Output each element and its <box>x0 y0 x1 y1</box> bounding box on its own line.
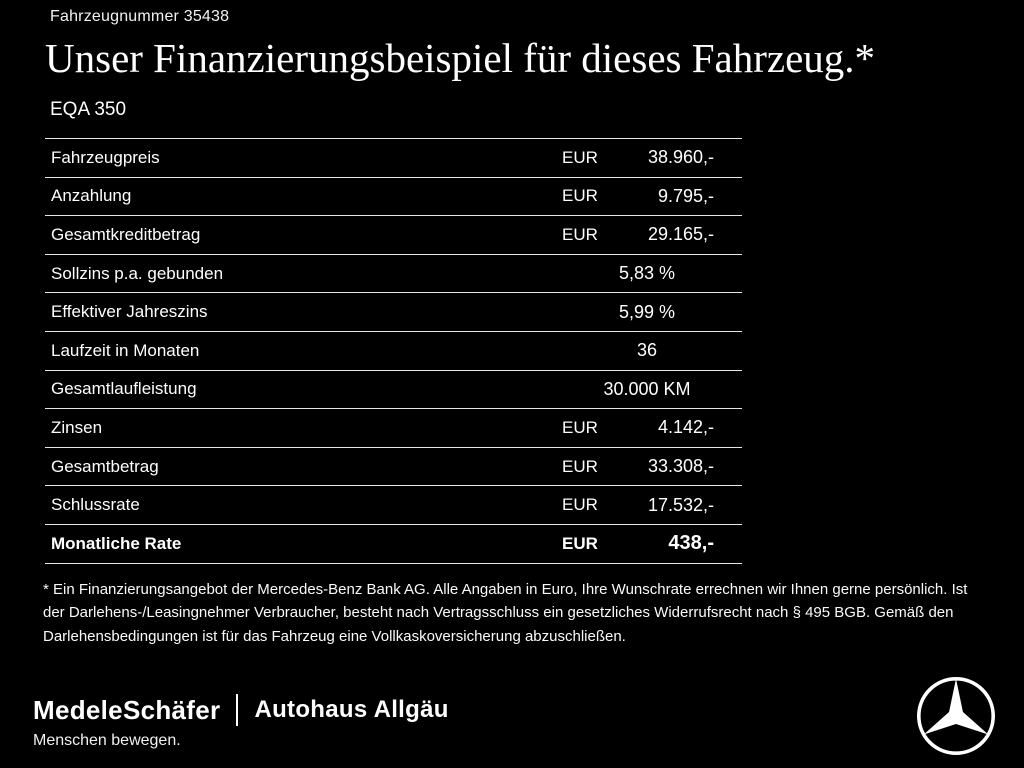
row-label: Monatliche Rate <box>51 533 182 553</box>
table-row: Schlussrate EUR 17.532,- <box>45 486 742 525</box>
row-value: 36 <box>636 340 658 361</box>
row-value: 438,- <box>668 532 714 555</box>
row-value: 9.795,- <box>657 185 714 206</box>
table-row: Sollzins p.a. gebunden 5,83 % <box>45 255 742 294</box>
row-label: Laufzeit in Monaten <box>51 340 200 360</box>
table-row: Gesamtkreditbetrag EUR 29.165,- <box>45 216 742 255</box>
row-currency: EUR <box>562 533 598 553</box>
row-label: Effektiver Jahreszins <box>51 302 208 322</box>
row-currency: EUR <box>562 147 598 167</box>
row-label: Zinsen <box>51 417 103 437</box>
row-label: Schlussrate <box>51 495 140 515</box>
mercedes-star-icon <box>916 676 996 756</box>
dealer-logo-autohaus-allgaeu: Autohaus Allgäu <box>254 696 449 723</box>
row-value: 5,83 % <box>618 263 676 284</box>
table-row: Zinsen EUR 4.142,- <box>45 409 742 448</box>
row-value: 38.960,- <box>647 147 714 168</box>
table-row: Fahrzeugpreis EUR 38.960,- <box>45 139 742 178</box>
table-row: Anzahlung EUR 9.795,- <box>45 178 742 217</box>
row-value: 4.142,- <box>657 417 714 438</box>
row-value: 30.000 KM <box>603 378 691 399</box>
row-value: 17.532,- <box>647 494 714 515</box>
row-label: Gesamtlaufleistung <box>51 379 197 399</box>
vehicle-model: EQA 350 <box>50 99 127 120</box>
table-row: Gesamtlaufleistung 30.000 KM <box>45 371 742 410</box>
financing-table: Fahrzeugpreis EUR 38.960,- Anzahlung EUR… <box>45 138 742 564</box>
table-row-monthly-rate: Monatliche Rate EUR 438,- <box>45 525 742 564</box>
row-label: Gesamtkreditbetrag <box>51 224 201 244</box>
row-label: Gesamtbetrag <box>51 456 159 476</box>
row-currency: EUR <box>562 456 598 476</box>
row-currency: EUR <box>562 495 598 515</box>
row-label: Fahrzeugpreis <box>51 147 160 167</box>
row-currency: EUR <box>562 186 598 206</box>
dealer-logos: MedeleSchäfer Autohaus Allgäu <box>33 694 449 726</box>
row-label: Sollzins p.a. gebunden <box>51 263 224 283</box>
row-currency: EUR <box>562 224 598 244</box>
row-value: 33.308,- <box>647 456 714 477</box>
table-row: Laufzeit in Monaten 36 <box>45 332 742 371</box>
table-row: Gesamtbetrag EUR 33.308,- <box>45 448 742 487</box>
legal-footnote: * Ein Finanzierungsangebot der Mercedes-… <box>43 581 968 645</box>
divider <box>236 694 239 726</box>
dealer-branding: MedeleSchäfer Autohaus Allgäu Menschen b… <box>33 694 449 750</box>
dealer-logo-medele-schaefer: MedeleSchäfer <box>33 694 221 725</box>
vehicle-number: Fahrzeugnummer 35438 <box>50 8 230 25</box>
dealer-tagline: Menschen bewegen. <box>33 732 181 749</box>
row-label: Anzahlung <box>51 186 132 206</box>
page-title: Unser Finanzierungsbeispiel für dieses F… <box>45 35 876 81</box>
table-row: Effektiver Jahreszins 5,99 % <box>45 293 742 332</box>
row-value: 5,99 % <box>618 301 676 322</box>
row-value: 29.165,- <box>647 224 714 245</box>
row-currency: EUR <box>562 417 598 437</box>
